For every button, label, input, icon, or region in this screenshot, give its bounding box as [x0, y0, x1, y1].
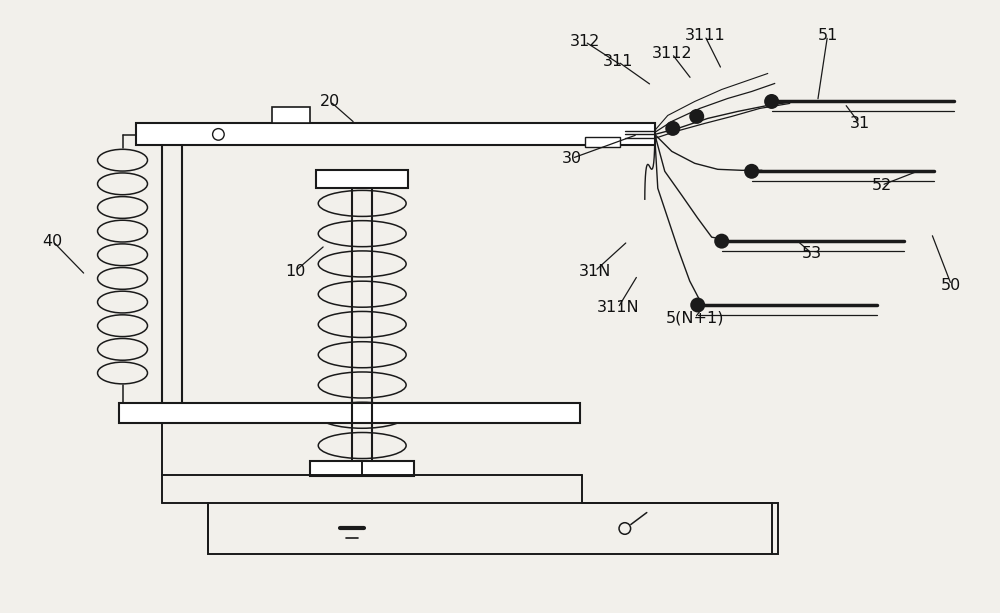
Bar: [310, 460, 414, 476]
Text: 5(N+1): 5(N+1): [665, 310, 724, 326]
Text: 3111: 3111: [684, 28, 725, 43]
Text: 51: 51: [817, 28, 838, 43]
Text: 53: 53: [802, 246, 822, 261]
Text: 31: 31: [849, 116, 870, 131]
Text: 30: 30: [562, 151, 582, 166]
Bar: [208, 503, 778, 554]
Text: 40: 40: [42, 234, 63, 249]
Text: 312: 312: [570, 34, 600, 49]
Text: 311: 311: [603, 54, 633, 69]
Bar: [585, 137, 620, 147]
Circle shape: [744, 164, 759, 179]
Text: 10: 10: [285, 264, 305, 278]
Bar: [136, 123, 655, 145]
Circle shape: [689, 109, 704, 124]
Bar: [316, 170, 408, 188]
Bar: [119, 403, 580, 423]
Bar: [272, 107, 310, 123]
Circle shape: [764, 94, 779, 109]
Circle shape: [714, 234, 729, 249]
Text: 31N: 31N: [579, 264, 611, 278]
Text: 50: 50: [941, 278, 961, 292]
Text: 3112: 3112: [651, 46, 692, 61]
Text: 311N: 311N: [597, 300, 639, 316]
Circle shape: [665, 121, 680, 136]
Text: 20: 20: [320, 94, 340, 109]
Text: 52: 52: [871, 178, 892, 192]
Circle shape: [690, 297, 705, 313]
